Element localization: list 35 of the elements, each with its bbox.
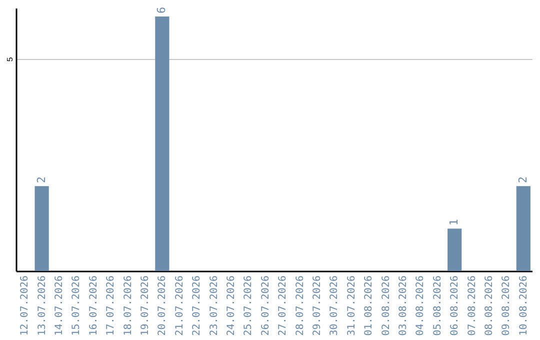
x-tick-label: 29.07.2026: [312, 276, 323, 336]
x-tick-label: 30.07.2026: [329, 276, 340, 336]
x-tick-label: 25.07.2026: [243, 276, 254, 336]
x-tick-label: 10.08.2026: [518, 276, 530, 336]
x-tick-label: 01.08.2026: [364, 276, 375, 336]
x-tick-label: 22.07.2026: [192, 276, 203, 336]
data-label: 2: [516, 176, 530, 184]
x-tick-label: 20.07.2026: [157, 276, 168, 336]
x-tick-label: 14.07.2026: [54, 276, 65, 336]
x-tick-label: 16.07.2026: [88, 276, 100, 336]
x-tick-label: 27.07.2026: [278, 276, 289, 336]
x-tick-label: 18.07.2026: [122, 276, 134, 336]
x-tick-label: 31.07.2026: [346, 276, 358, 336]
x-tick-label: 28.07.2026: [294, 276, 306, 336]
x-tick-label: 13.07.2026: [36, 276, 48, 336]
x-tick-label: 17.07.2026: [106, 276, 117, 336]
x-tick-label: 24.07.2026: [226, 276, 237, 336]
data-label: 1: [448, 218, 461, 226]
x-tick-label: 06.08.2026: [450, 276, 461, 336]
y-tick-label: 5: [6, 56, 14, 62]
x-tick-label: 08.08.2026: [484, 276, 495, 336]
x-tick-label: 21.07.2026: [174, 276, 186, 336]
x-tick-label: 07.08.2026: [466, 276, 478, 336]
x-tick-label: 15.07.2026: [71, 276, 82, 336]
x-tick-label: 05.08.2026: [432, 276, 444, 336]
data-label: 2: [34, 176, 48, 184]
data-label: 6: [155, 6, 168, 14]
x-tick-label: 19.07.2026: [140, 276, 151, 336]
x-tick-label: 03.08.2026: [398, 276, 409, 336]
x-tick-label: 09.08.2026: [501, 276, 512, 336]
x-tick-label: 04.08.2026: [415, 276, 426, 336]
x-tick-label: 26.07.2026: [260, 276, 272, 336]
x-tick-label: 12.07.2026: [20, 276, 31, 336]
x-tick-label: 02.08.2026: [380, 276, 392, 336]
x-tick-label: 23.07.2026: [208, 276, 220, 336]
